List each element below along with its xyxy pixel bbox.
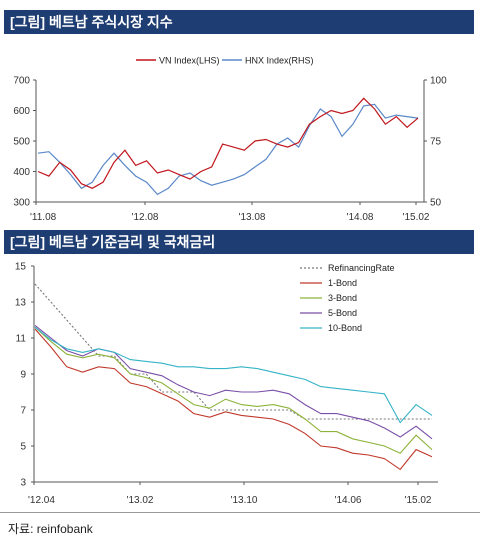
x-tick-label: '13.08 [239,212,266,223]
legend-label-10-bond: 10-Bond [328,323,362,333]
y-tick-label: 13 [15,298,27,309]
x-tick-label: '13.02 [127,495,154,506]
y-tick-label: 7 [20,406,26,417]
interest-rate-chart: 3 5 7 9 11 13 15 '12.04 '13.02 '13.10 '14.06 '15.02… [15,262,438,506]
divider [0,512,480,513]
x-tick-label: '12.08 [132,212,159,223]
y-tick-label: 5 [20,442,26,453]
chart2-title: [그림] 베트남 기준금리 및 국채금리 [10,234,216,250]
y-tick-label: 9 [20,370,26,381]
y-tick-label: 3 [20,478,26,489]
x-tick-label: '15.02 [405,495,432,506]
chart2-header: [그림] 베트남 기준금리 및 국채금리 [4,230,474,254]
legend-label-5-bond: 5-Bond [328,308,357,318]
legend-label-hnx-index-rhs: HNX Index(RHS) [245,56,314,66]
y-right-tick-label: 75 [430,137,442,148]
y-left-tick-label: 300 [13,198,30,209]
y-tick-label: 15 [15,262,27,273]
source-note: 자료: reinfobank [8,522,93,536]
x-tick-label: '11.08 [30,212,57,223]
series-line-10-bond [34,326,433,424]
x-tick-label: '14.06 [335,495,362,506]
chart1-title: [그림] 베트남 주식시장 지수 [10,14,173,30]
y-left-tick-label: 400 [13,167,30,178]
x-tick-label: '13.10 [231,495,258,506]
stock-index-chart: 300 400 500 600 700 50 75 100 '11.08 '12.08 '13.08… [13,56,447,224]
y-left-tick-label: 700 [13,76,30,87]
x-tick-label: '15.02 [403,212,430,223]
y-left-tick-label: 600 [13,106,30,117]
legend-label-3-bond: 3-Bond [328,293,357,303]
series-line-hnx-index-rhs [37,103,419,196]
legend-label-vn-index-lhs: VN Index(LHS) [159,56,220,66]
y-left-tick-label: 500 [13,137,30,148]
y-right-tick-label: 100 [430,76,447,87]
chart1-header: [그림] 베트남 주식시장 지수 [4,10,474,34]
series-line-vn-index-lhs [37,97,419,189]
legend-label-1-bond: 1-Bond [328,278,357,288]
x-tick-label: '12.04 [28,495,55,506]
series-line-5-bond [34,324,433,440]
x-tick-label: '14.08 [347,212,374,223]
y-right-tick-label: 50 [430,198,442,209]
series-line-refinancingrate [34,283,432,420]
legend-label-refinancingrate: RefinancingRate [328,263,395,273]
series-line-1-bond [34,328,433,471]
series-line-3-bond [34,326,433,454]
y-tick-label: 11 [16,334,27,345]
